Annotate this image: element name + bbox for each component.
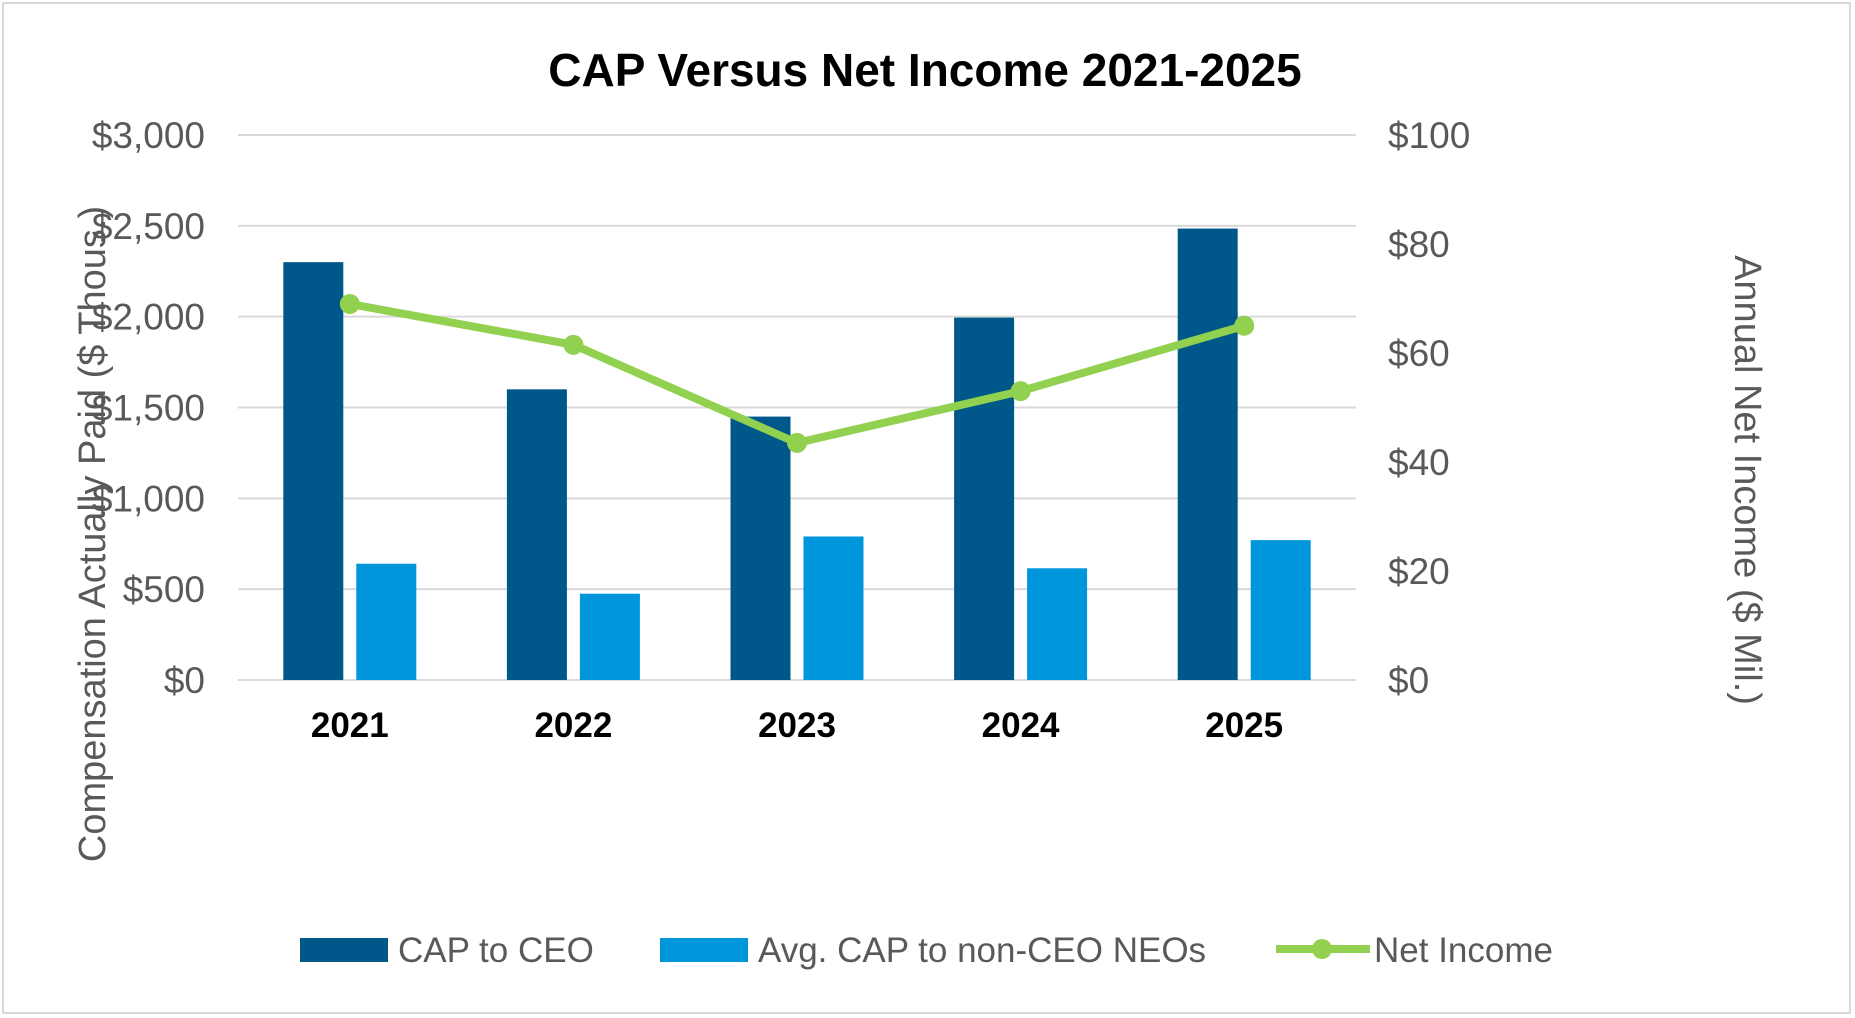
right-tick-label: $40 (1388, 442, 1450, 483)
left-tick-label: $2,500 (92, 206, 205, 247)
bar-avg-cap-2022 (579, 593, 640, 680)
right-tick-label: $0 (1388, 660, 1429, 701)
category-label-2025: 2025 (1205, 706, 1283, 745)
right-tick-label: $80 (1388, 224, 1450, 265)
legend-label-avg-cap: Avg. CAP to non-CEO NEOs (758, 931, 1206, 970)
bar-avg-cap-2021 (356, 563, 417, 680)
net-income-point-2025 (1234, 315, 1255, 336)
legend-swatch-cap-to-ceo (300, 938, 388, 962)
legend: CAP to CEO Avg. CAP to non-CEO NEOs Net … (300, 931, 1553, 970)
legend-swatch-avg-cap (660, 938, 748, 962)
legend-label-cap-to-ceo: CAP to CEO (398, 931, 594, 970)
bar-cap-to-ceo-2023 (730, 416, 791, 680)
left-tick-label: $1,500 (92, 388, 205, 429)
category-label-2022: 2022 (534, 706, 612, 745)
right-tick-label: $20 (1388, 551, 1450, 592)
category-label-2023: 2023 (758, 706, 836, 745)
legend-label-net-income: Net Income (1374, 931, 1553, 970)
net-income-line (339, 293, 1255, 453)
bar-avg-cap-2025 (1250, 540, 1311, 680)
net-income-point-2023 (787, 432, 807, 453)
left-tick-label: $0 (164, 660, 205, 701)
right-axis-title: Annual Net Income ($ Mil.) (1726, 255, 1768, 705)
bar-cap-to-ceo-2024 (954, 317, 1015, 680)
left-tick-label: $500 (123, 569, 205, 610)
left-axis-title: Compensation Actually Paid ($ Thous.) (72, 206, 114, 862)
chart-title: CAP Versus Net Income 2021-2025 (548, 44, 1301, 96)
net-income-point-2022 (563, 334, 584, 355)
net-income-polyline (349, 300, 1246, 447)
bar-avg-cap-2024 (1027, 568, 1088, 680)
net-income-point-2021 (339, 293, 360, 314)
left-axis-ticks: $0 $500 $1,000 $1,500 $2,000 $2,500 $3,000 (92, 115, 205, 701)
right-tick-label: $60 (1388, 333, 1450, 374)
bar-cap-to-ceo-2021 (283, 262, 344, 680)
left-tick-label: $1,000 (92, 478, 205, 519)
bar-cap-to-ceo-2025 (1177, 228, 1238, 680)
left-tick-label: $2,000 (92, 297, 205, 338)
net-income-point-2024 (1010, 381, 1031, 402)
bar-avg-cap-2023 (803, 536, 864, 680)
right-tick-label: $100 (1388, 115, 1470, 156)
right-axis-ticks: $0 $20 $40 $60 $80 $100 (1388, 115, 1470, 701)
left-tick-label: $3,000 (92, 115, 205, 156)
category-label-2024: 2024 (982, 706, 1060, 745)
category-label-2021: 2021 (311, 706, 389, 745)
bars (283, 228, 1311, 680)
legend-swatch-net-income-marker (1312, 939, 1332, 959)
category-labels: 2021 2022 2023 2024 2025 (311, 706, 1283, 745)
bar-cap-to-ceo-2022 (506, 389, 567, 680)
